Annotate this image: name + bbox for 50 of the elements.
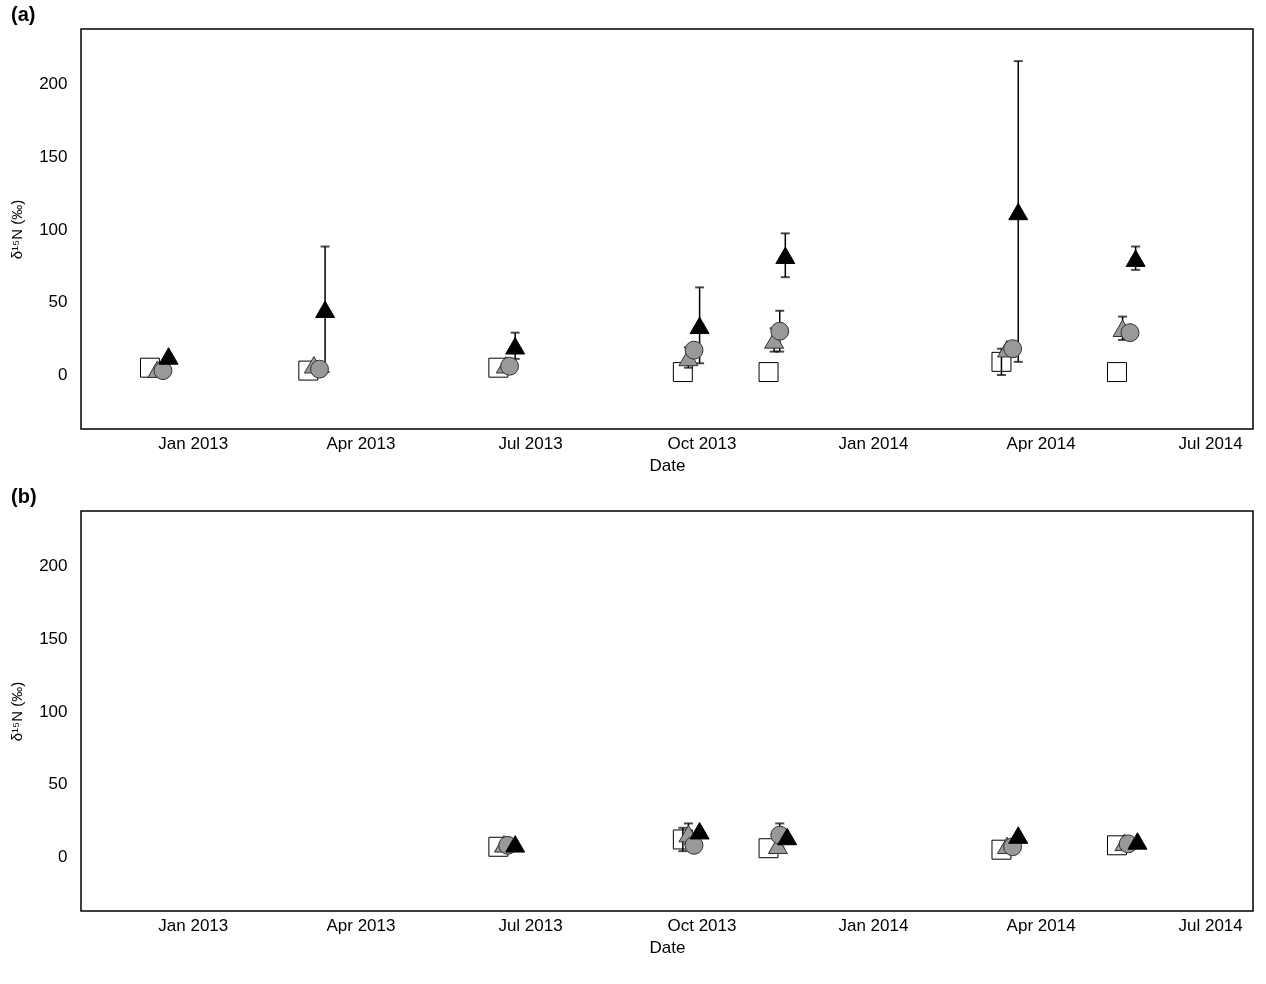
point: [505, 337, 526, 355]
point: [684, 340, 704, 360]
point: [1125, 249, 1146, 267]
y-tick-label: 150: [39, 628, 68, 648]
point: [158, 347, 179, 365]
chart-title: (a): [11, 3, 36, 25]
y-tick-label: 200: [39, 73, 68, 93]
point: [1127, 832, 1148, 850]
y-axis-title: δ¹⁵N (‰): [8, 199, 26, 260]
point: [1120, 323, 1140, 343]
x-tick-label: Jul 2013: [498, 915, 563, 935]
x-tick-label: Apr 2014: [1006, 433, 1076, 453]
point: [310, 359, 329, 379]
x-tick-label: Apr 2013: [326, 433, 396, 453]
point: [1106, 362, 1127, 383]
x-tick-label: Jan 2013: [158, 915, 229, 935]
y-tick-label: 100: [39, 219, 68, 239]
x-tick-label: Jul 2014: [1178, 433, 1243, 453]
x-tick-label: Oct 2013: [667, 433, 737, 453]
y-tick-label: 150: [39, 146, 68, 166]
y-tick-label: 50: [48, 774, 68, 794]
x-axis-title: Date: [649, 455, 686, 475]
point: [689, 316, 710, 335]
y-tick-label: 0: [58, 847, 68, 867]
x-tick-label: Jul 2014: [1178, 915, 1243, 935]
point: [758, 362, 779, 383]
point: [770, 321, 790, 341]
point: [1008, 826, 1029, 844]
x-tick-label: Jan 2013: [158, 433, 229, 453]
y-tick-label: 0: [58, 365, 68, 385]
point: [777, 827, 798, 846]
y-tick-label: 100: [39, 701, 68, 721]
point: [505, 835, 526, 853]
chart-title: (b): [11, 485, 37, 507]
y-axis-title: δ¹⁵N (‰): [8, 681, 26, 742]
x-tick-label: Jul 2013: [498, 433, 563, 453]
x-tick-label: Jan 2014: [838, 433, 909, 453]
x-tick-label: Apr 2013: [326, 915, 396, 935]
y-tick-label: 50: [48, 292, 68, 312]
x-tick-label: Oct 2013: [667, 915, 737, 935]
point: [1003, 339, 1023, 359]
point: [689, 821, 710, 840]
x-tick-label: Apr 2014: [1006, 915, 1076, 935]
point: [500, 356, 519, 376]
x-axis-title: Date: [649, 937, 686, 957]
point: [775, 246, 796, 264]
x-tick-label: Jan 2014: [838, 915, 909, 935]
point: [1008, 202, 1029, 221]
point: [315, 300, 336, 319]
y-tick-label: 200: [39, 555, 68, 575]
